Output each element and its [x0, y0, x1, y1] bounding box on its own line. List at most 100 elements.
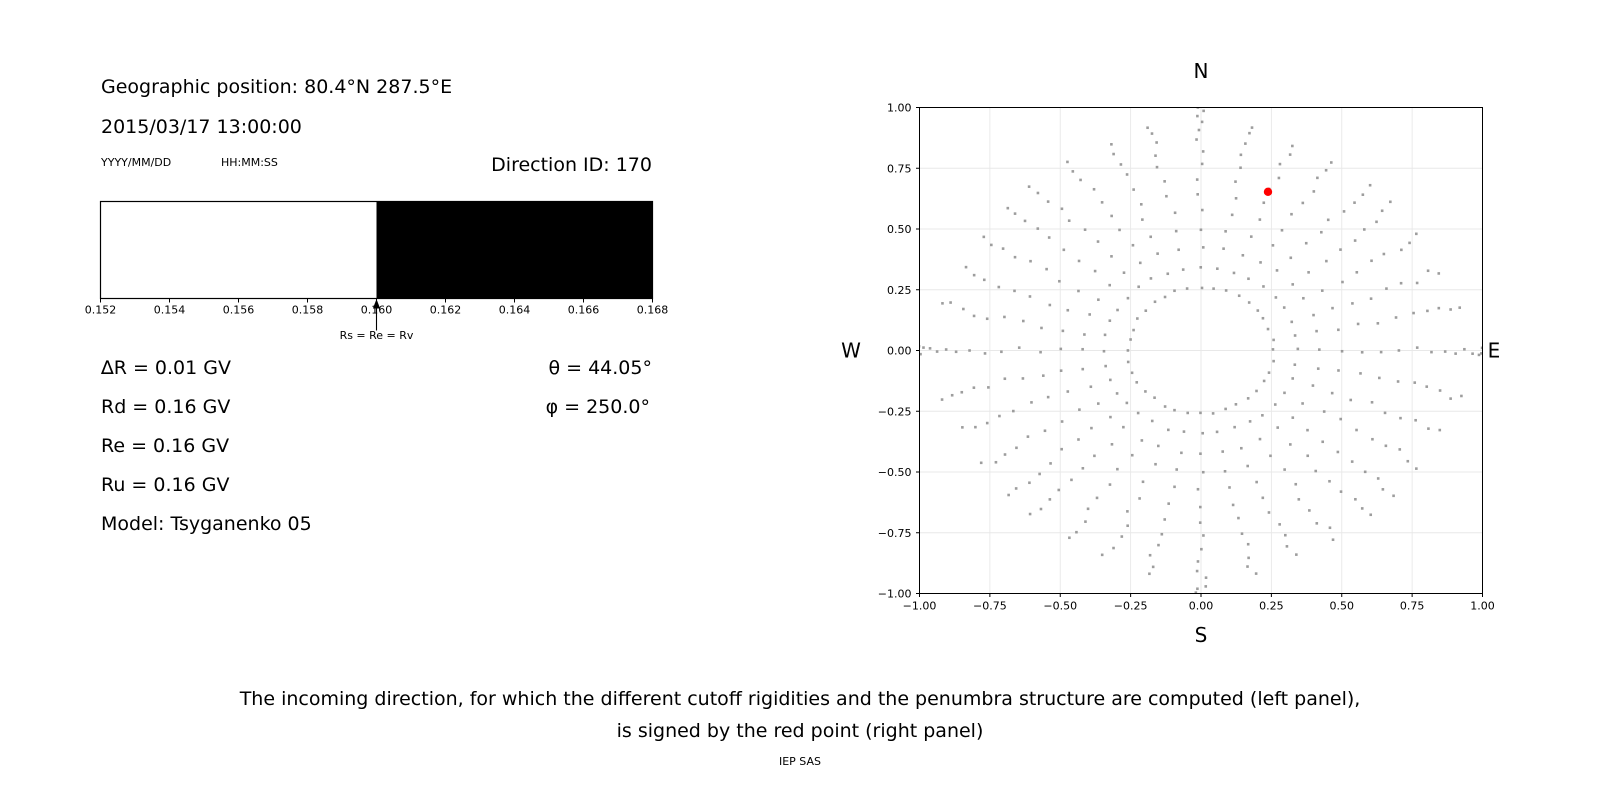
param-re: Re = 0.16 GV [101, 435, 230, 457]
grid-dot [1360, 350, 1364, 354]
tick-label: 0.25 [1259, 600, 1284, 613]
grid-dot [1234, 403, 1238, 406]
date-format-label: YYYY/MM/DD [101, 156, 172, 169]
grid-dot [1437, 272, 1441, 275]
grid-dot [1211, 412, 1215, 415]
grid-dot [1070, 478, 1073, 482]
grid-dot [1000, 350, 1003, 354]
grid-dot [1195, 138, 1198, 141]
grid-dot [1093, 269, 1097, 273]
grid-dot [1353, 201, 1356, 204]
grid-dot [1060, 447, 1063, 451]
grid-dot [1234, 197, 1238, 200]
grid-dot [1039, 507, 1043, 511]
grid-dot [1119, 163, 1123, 166]
grid-dot [1185, 287, 1189, 290]
grid-dot [949, 301, 952, 304]
grid-dot [1201, 431, 1205, 435]
grid-dot [1293, 363, 1297, 366]
grid-dot [1181, 268, 1185, 271]
grid-dot [1312, 190, 1316, 193]
tick-label: −0.25 [1114, 600, 1148, 613]
grid-dot [1262, 201, 1266, 205]
grid-dot [1370, 259, 1373, 263]
grid-dot [1254, 572, 1258, 575]
grid-dot [1196, 587, 1199, 591]
grid-dot [1196, 107, 1200, 109]
grid-dot [1414, 418, 1417, 422]
grid-dot [1201, 470, 1205, 474]
grid-dot [1295, 553, 1298, 556]
grid-dot [1144, 390, 1147, 393]
grid-dot [1233, 425, 1236, 429]
grid-dot [1291, 144, 1294, 148]
grid-dot [1030, 401, 1033, 404]
grid-dot [1062, 248, 1066, 252]
grid-dot [1221, 450, 1225, 453]
grid-dot [1202, 534, 1205, 537]
grid-dot [1392, 494, 1395, 498]
grid-dot [1112, 152, 1115, 156]
grid-dot [1077, 289, 1080, 293]
grid-dot [1379, 350, 1383, 354]
tick-label: 0.162 [430, 304, 462, 317]
grid-dot [964, 265, 968, 269]
grid-dot [1166, 272, 1170, 276]
grid-dot [1150, 132, 1154, 135]
grid-dot [1202, 109, 1205, 113]
grid-dot [1078, 408, 1081, 411]
grid-dot [1363, 228, 1366, 231]
grid-dot [1294, 482, 1298, 486]
grid-dot [1131, 243, 1135, 247]
grid-dot [1232, 271, 1236, 275]
grid-dot [1336, 450, 1340, 454]
grid-dot [1342, 210, 1346, 213]
grid-dot [985, 317, 989, 321]
grid-dot [1337, 369, 1340, 372]
grid-dot [1150, 419, 1154, 423]
grid-dot [1040, 326, 1043, 330]
grid-dot [1246, 397, 1250, 400]
grid-dot [1118, 228, 1121, 232]
grid-dot [944, 348, 948, 351]
grid-dot [1092, 187, 1096, 191]
grid-dot [1100, 553, 1104, 557]
grid-dot [1443, 350, 1447, 353]
grid-dot [1003, 377, 1007, 381]
grid-dot [1480, 346, 1483, 350]
grid-dot [987, 386, 990, 389]
grid-dot [1273, 403, 1277, 406]
grid-dot [922, 346, 925, 349]
grid-dot [1316, 367, 1320, 370]
grid-dot [1376, 322, 1380, 325]
grid-dot [1471, 352, 1474, 355]
grid-dot [1110, 143, 1113, 146]
grid-dot [1013, 289, 1016, 293]
grid-dot [1322, 410, 1326, 413]
grid-dot [1089, 385, 1093, 389]
param-model: Model: Tsyganenko 05 [101, 513, 312, 535]
grid-dot [1199, 452, 1202, 455]
grid-dot [982, 235, 986, 239]
grid-dot [1200, 120, 1204, 124]
grid-dot [1122, 271, 1126, 274]
grid-dot [1291, 283, 1295, 286]
grid-lines: 1.00 0.75 0.50 0.25 0.00 −0.25 −0.50 −0.75 −1.00… [878, 102, 1495, 613]
grid-dot [1163, 295, 1167, 299]
grid-dot [1400, 248, 1403, 252]
grid-dot [1454, 352, 1457, 355]
grid-dot [1248, 131, 1251, 135]
grid-dot [1182, 430, 1186, 433]
grid-dot [1136, 317, 1139, 320]
grid-dot [1248, 420, 1252, 423]
grid-dot [1283, 391, 1286, 395]
grid-dot [941, 302, 944, 305]
grid-dot [1046, 395, 1050, 399]
grid-dot [1039, 350, 1042, 354]
grid-dot [1480, 352, 1483, 355]
grid-dot [1059, 347, 1063, 351]
grid-dot [1136, 411, 1140, 415]
grid-dot [1360, 507, 1364, 510]
grid-dot [1003, 453, 1007, 456]
